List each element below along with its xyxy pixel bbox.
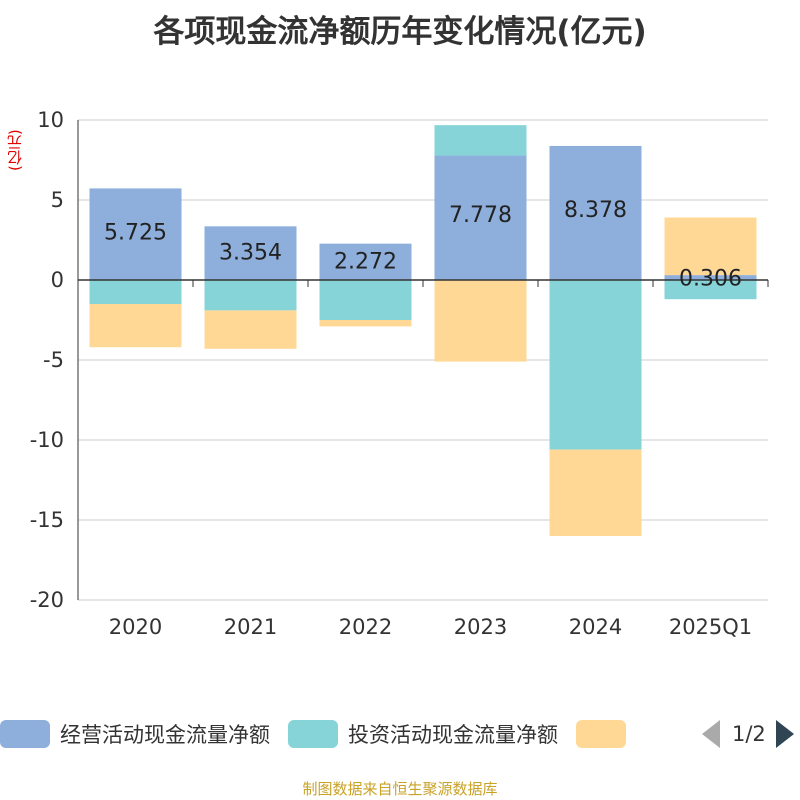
data-label-2023: 7.778: [449, 203, 512, 228]
legend-pager: 1/2: [702, 720, 794, 748]
legend-prev-page-icon[interactable]: [702, 720, 720, 748]
bar-series2-2022: [319, 320, 412, 327]
bar-series1-2023: [434, 125, 527, 156]
bar-series2-2020: [89, 304, 182, 348]
legend-swatch-financing: [576, 720, 626, 748]
bar-series0-2020: [89, 188, 182, 280]
bar-series1-2020: [89, 280, 182, 304]
legend-swatch-operating: [0, 720, 50, 748]
bar-series0-2021: [204, 226, 297, 280]
bar-series1-2025Q1: [664, 280, 757, 300]
x-tick-label-2023: 2023: [454, 615, 507, 639]
x-tick-label-2021: 2021: [224, 615, 277, 639]
bar-series2-2023: [434, 280, 527, 362]
bar-series1-2022: [319, 280, 412, 320]
legend-swatch-investing: [288, 720, 338, 748]
y-tick-label: 0: [51, 268, 64, 292]
y-tick-label: -15: [30, 508, 64, 532]
chart-title: 各项现金流净额历年变化情况(亿元): [153, 14, 647, 50]
data-label-2021: 3.354: [219, 241, 282, 266]
bar-series1-2021: [204, 280, 297, 311]
legend-item-operating[interactable]: 经营活动现金流量净额: [0, 719, 270, 749]
bar-series2-2025Q1: [664, 217, 757, 276]
y-tick-label: -10: [30, 428, 64, 452]
y-tick-label: 5: [51, 188, 64, 212]
legend-item-financing[interactable]: [576, 720, 636, 748]
bar-series2-2021: [204, 310, 297, 349]
legend-item-investing[interactable]: 投资活动现金流量净额: [288, 719, 558, 749]
legend: 经营活动现金流量净额 投资活动现金流量净额 1/2: [0, 716, 800, 752]
bar-series0-2024: [549, 145, 642, 280]
bar-series2-2024: [549, 449, 642, 536]
x-tick-label-2025Q1: 2025Q1: [669, 615, 752, 639]
x-tick-label-2022: 2022: [339, 615, 392, 639]
data-label-2025Q1: 0.306: [679, 266, 742, 291]
data-source: 制图数据来自恒生聚源数据库: [302, 780, 498, 798]
x-tick-label-2024: 2024: [569, 615, 622, 639]
bar-series1-2024: [549, 280, 642, 450]
bar-series0-2022: [319, 243, 412, 280]
bar-series0-2025Q1: [664, 275, 757, 280]
legend-label-operating: 经营活动现金流量净额: [60, 723, 270, 747]
y-tick-label: -5: [43, 348, 64, 372]
y-tick-label: 10: [37, 108, 64, 132]
legend-label-investing: 投资活动现金流量净额: [348, 723, 558, 747]
y-tick-label: -20: [30, 588, 64, 612]
legend-page-indicator: 1/2: [732, 722, 766, 746]
data-label-2022: 2.272: [334, 250, 397, 275]
x-tick-label-2020: 2020: [109, 615, 162, 639]
data-label-2020: 5.725: [104, 220, 167, 245]
bar-series0-2023: [434, 155, 527, 280]
data-label-2024: 8.378: [564, 198, 627, 223]
legend-next-page-icon[interactable]: [775, 720, 794, 748]
cashflow-chart: 10 5 0 -5 -10 -15 -20 5.725 3.354 2.272 7.778 8.378…: [30, 108, 769, 639]
